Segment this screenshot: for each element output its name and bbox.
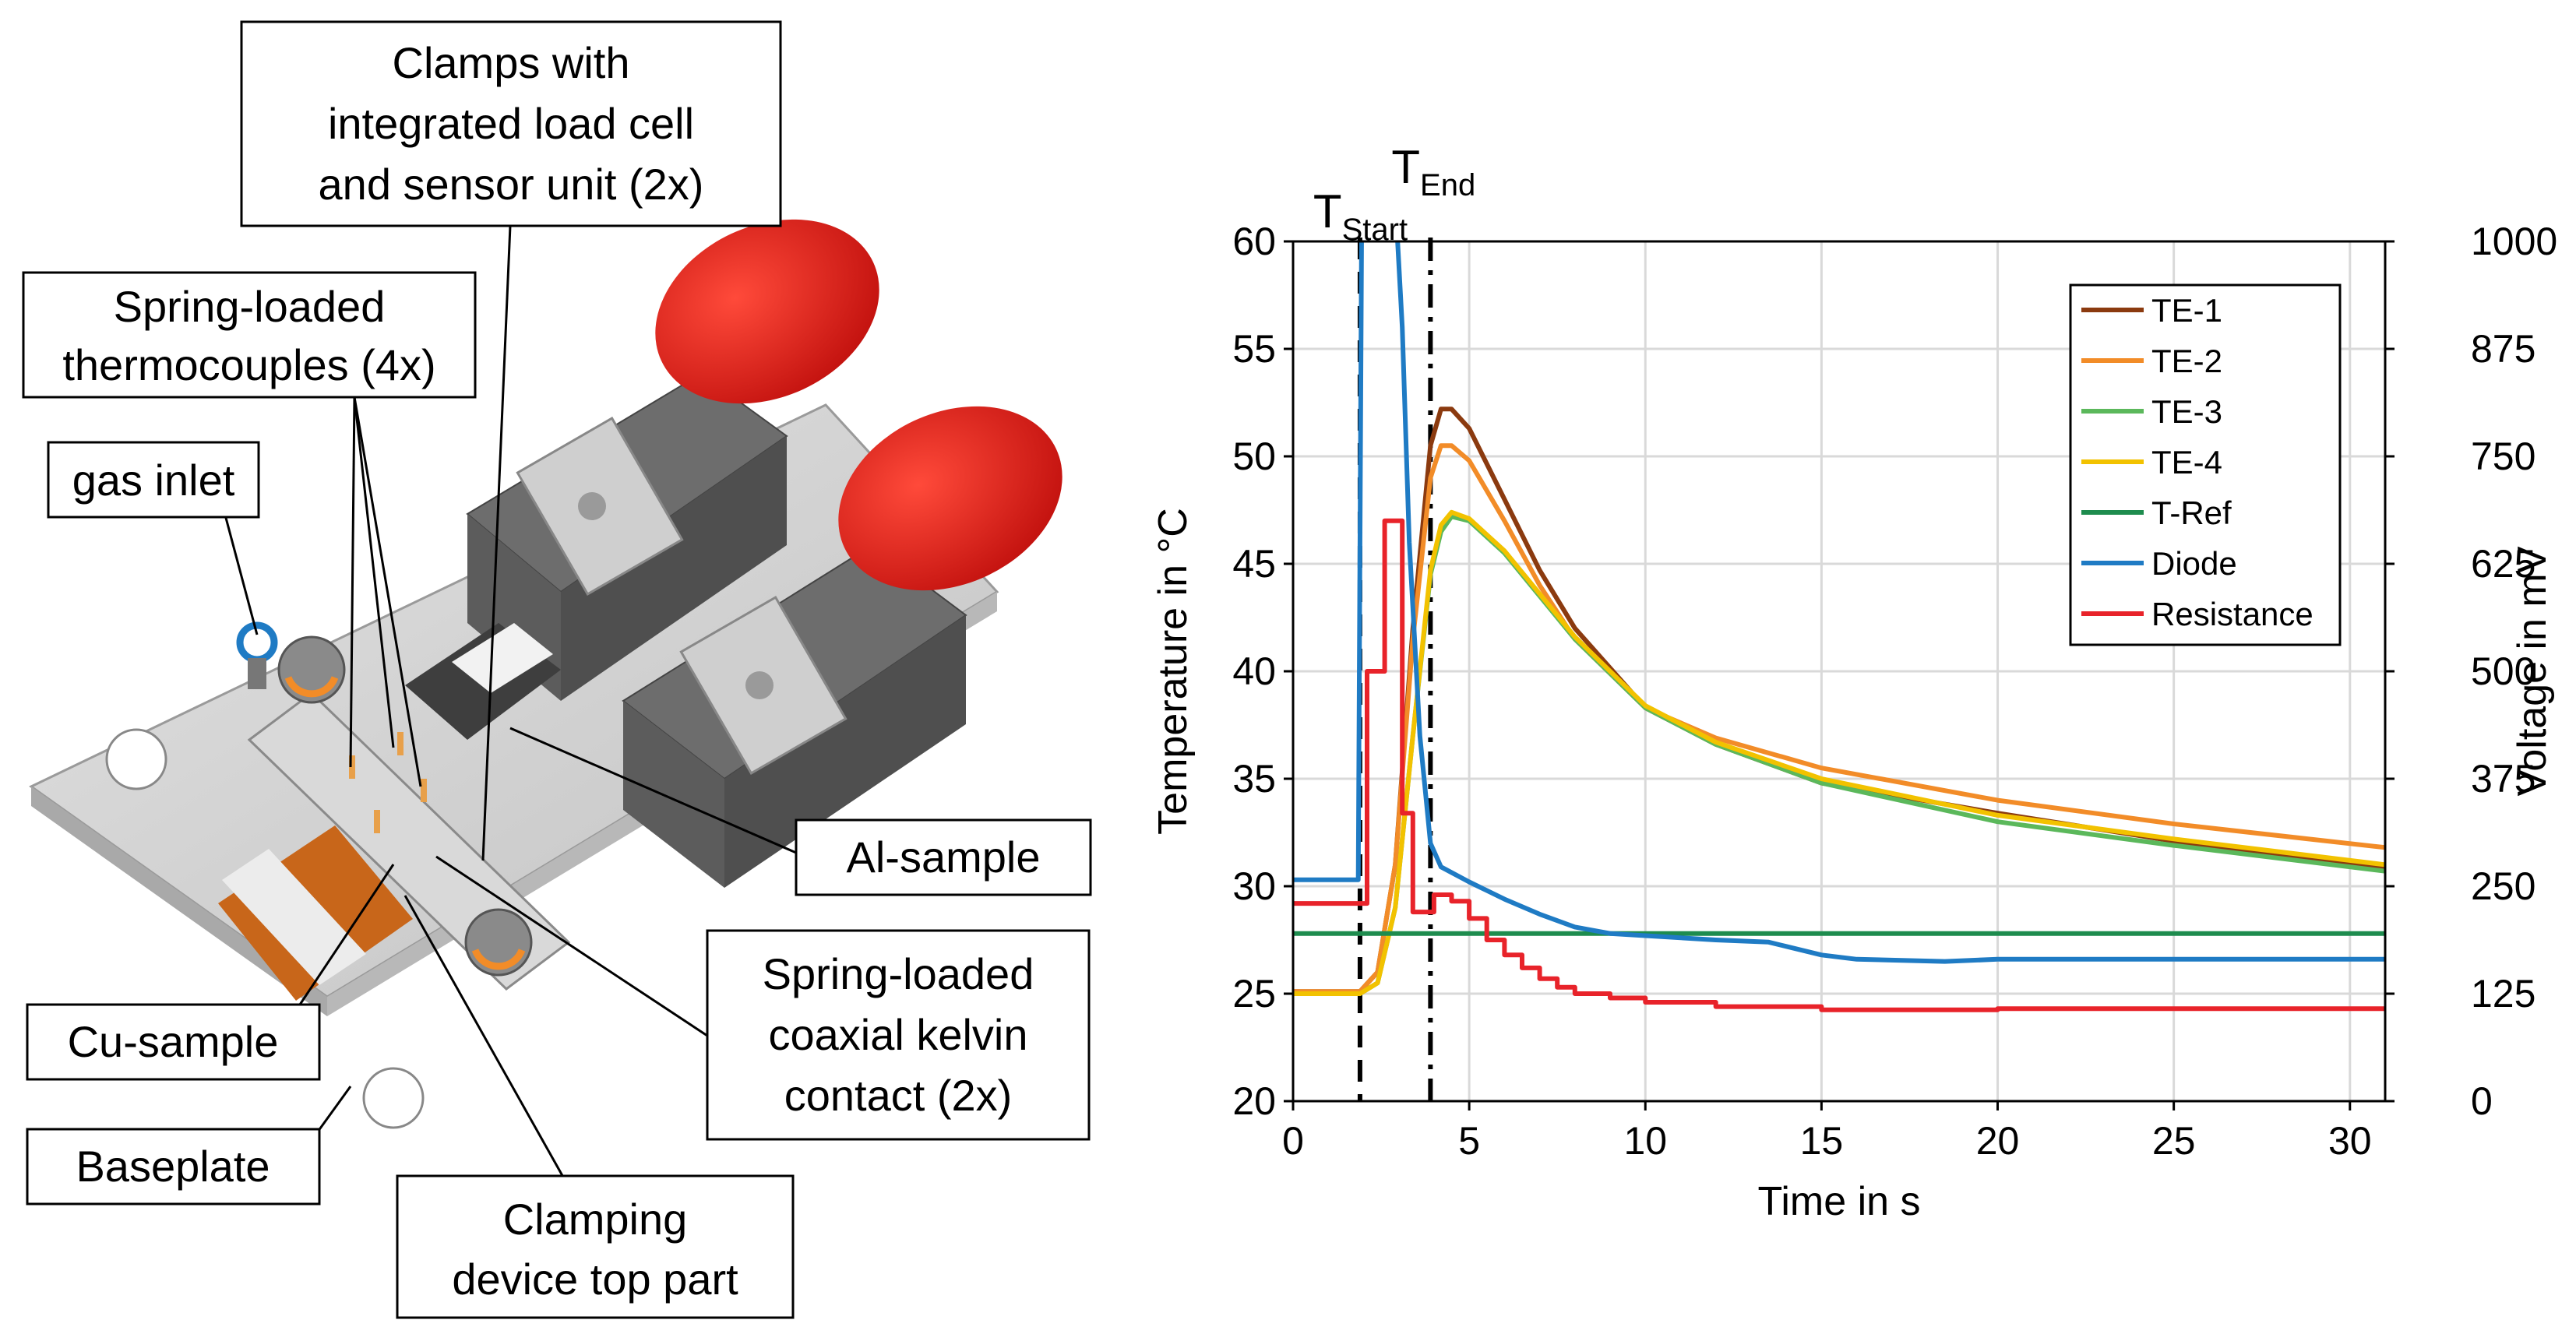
y-axis-title-right: Voltage in mV <box>2510 546 2555 796</box>
callout-line: gas inlet <box>72 456 235 505</box>
callout-clamps: Clamps with integrated load cell and sen… <box>240 20 782 227</box>
callout-thermocouples: Spring-loaded thermocouples (4x) <box>22 271 477 399</box>
callout-clamping-top: Clamping device top part <box>396 1174 795 1319</box>
series-te-4 <box>1293 509 2385 996</box>
legend-label-te-4: TE-4 <box>2151 444 2222 480</box>
x-axis-title: Time in s <box>1758 1179 1921 1224</box>
clamp-unit-2 <box>622 406 1062 888</box>
callout-line: Clamps with <box>393 38 630 87</box>
series-te-2 <box>1293 443 2385 994</box>
marker-t-end-label: TEnd <box>1391 141 1475 202</box>
callout-gas-inlet: gas inlet <box>47 441 260 519</box>
x-tick-label: 30 <box>2328 1119 2372 1163</box>
callout-line: thermocouples (4x) <box>62 340 435 389</box>
y-tick-label-left: 20 <box>1232 1079 1276 1123</box>
callout-line: contact (2x) <box>784 1071 1013 1120</box>
callout-line: Spring-loaded <box>763 949 1034 998</box>
y-tick-label-right: 625 <box>2471 542 2535 586</box>
y-tick-label-left: 30 <box>1232 864 1276 908</box>
series-resistance <box>1293 518 2385 1012</box>
baseplate-hole <box>362 1067 425 1129</box>
legend: TE-1 TE-2 TE-3 TE-4 T-Ref Diode Resistance <box>2069 283 2342 646</box>
thermocouple-pins <box>349 732 427 833</box>
y-tick-label-left: 45 <box>1232 542 1276 586</box>
y-tick-label-left: 50 <box>1232 435 1276 478</box>
y-tick-label-right: 250 <box>2471 864 2535 908</box>
legend-label-te-1: TE-1 <box>2151 292 2222 329</box>
legend-label-t-ref: T-Ref <box>2151 495 2232 531</box>
callout-line: Spring-loaded <box>114 282 386 331</box>
y-axis-title-left: Temperature in °C <box>1151 508 1196 835</box>
x-tick-label: 20 <box>1976 1119 2020 1163</box>
callout-cu-sample: Cu-sample <box>26 1003 321 1081</box>
callout-al-sample: Al-sample <box>795 818 1092 896</box>
legend-label-resistance: Resistance <box>2151 596 2313 632</box>
callout-baseplate: Baseplate <box>26 1128 321 1205</box>
y-tick-label-right: 1000 <box>2471 220 2557 263</box>
clamp-handle-red <box>655 219 879 404</box>
legend-box <box>2069 283 2342 646</box>
tick-labels: 0 5 10 15 20 25 30 20 25 30 35 40 45 50 55 60 0 125 250 375… <box>1232 220 2557 1163</box>
y-tick-label-right: 0 <box>2471 1079 2493 1123</box>
y-tick-label-right: 875 <box>2471 327 2535 371</box>
callout-line: and sensor unit (2x) <box>319 160 704 209</box>
legend-label-te-2: TE-2 <box>2151 343 2222 379</box>
apparatus-illustration: Clamps with integrated load cell and sen… <box>22 20 1092 1319</box>
callout-line: device top part <box>452 1255 738 1304</box>
y-tick-label-right: 375 <box>2471 757 2535 801</box>
clamp-unit-1 <box>466 219 879 701</box>
x-tick-label: 5 <box>1458 1119 1480 1163</box>
callout-line: Baseplate <box>76 1142 270 1191</box>
y-tick-label-left: 35 <box>1232 757 1276 801</box>
series-layer <box>1293 241 2385 1012</box>
y-tick-label-left: 55 <box>1232 327 1276 371</box>
baseplate-hole <box>105 728 167 790</box>
callout-kelvin: Spring-loaded coaxial kelvin contact (2x… <box>706 929 1091 1141</box>
clamp-handle-red <box>838 406 1062 591</box>
callout-line: coaxial kelvin <box>768 1010 1027 1059</box>
x-tick-label: 10 <box>1623 1119 1667 1163</box>
marker-t-start-label: TStart <box>1313 185 1408 247</box>
leader-lines <box>224 225 797 1181</box>
y-tick-label-right: 125 <box>2471 972 2535 1015</box>
y-tick-label-left: 25 <box>1232 972 1276 1015</box>
callout-line: Clamping <box>503 1195 688 1244</box>
callout-line: Al-sample <box>847 832 1041 882</box>
callout-line: integrated load cell <box>328 99 694 148</box>
x-tick-label: 25 <box>2152 1119 2196 1163</box>
legend-label-diode: Diode <box>2151 545 2237 582</box>
series-diode <box>1293 241 2385 964</box>
legend-label-te-3: TE-3 <box>2151 393 2222 430</box>
x-tick-label: 0 <box>1282 1119 1304 1163</box>
callout-line: Cu-sample <box>68 1017 279 1066</box>
x-tick-label: 15 <box>1800 1119 1844 1163</box>
y-tick-label-left: 60 <box>1232 220 1276 263</box>
y-tick-label-right: 500 <box>2471 649 2535 693</box>
y-tick-label-right: 750 <box>2471 435 2535 478</box>
y-tick-label-left: 40 <box>1232 649 1276 693</box>
